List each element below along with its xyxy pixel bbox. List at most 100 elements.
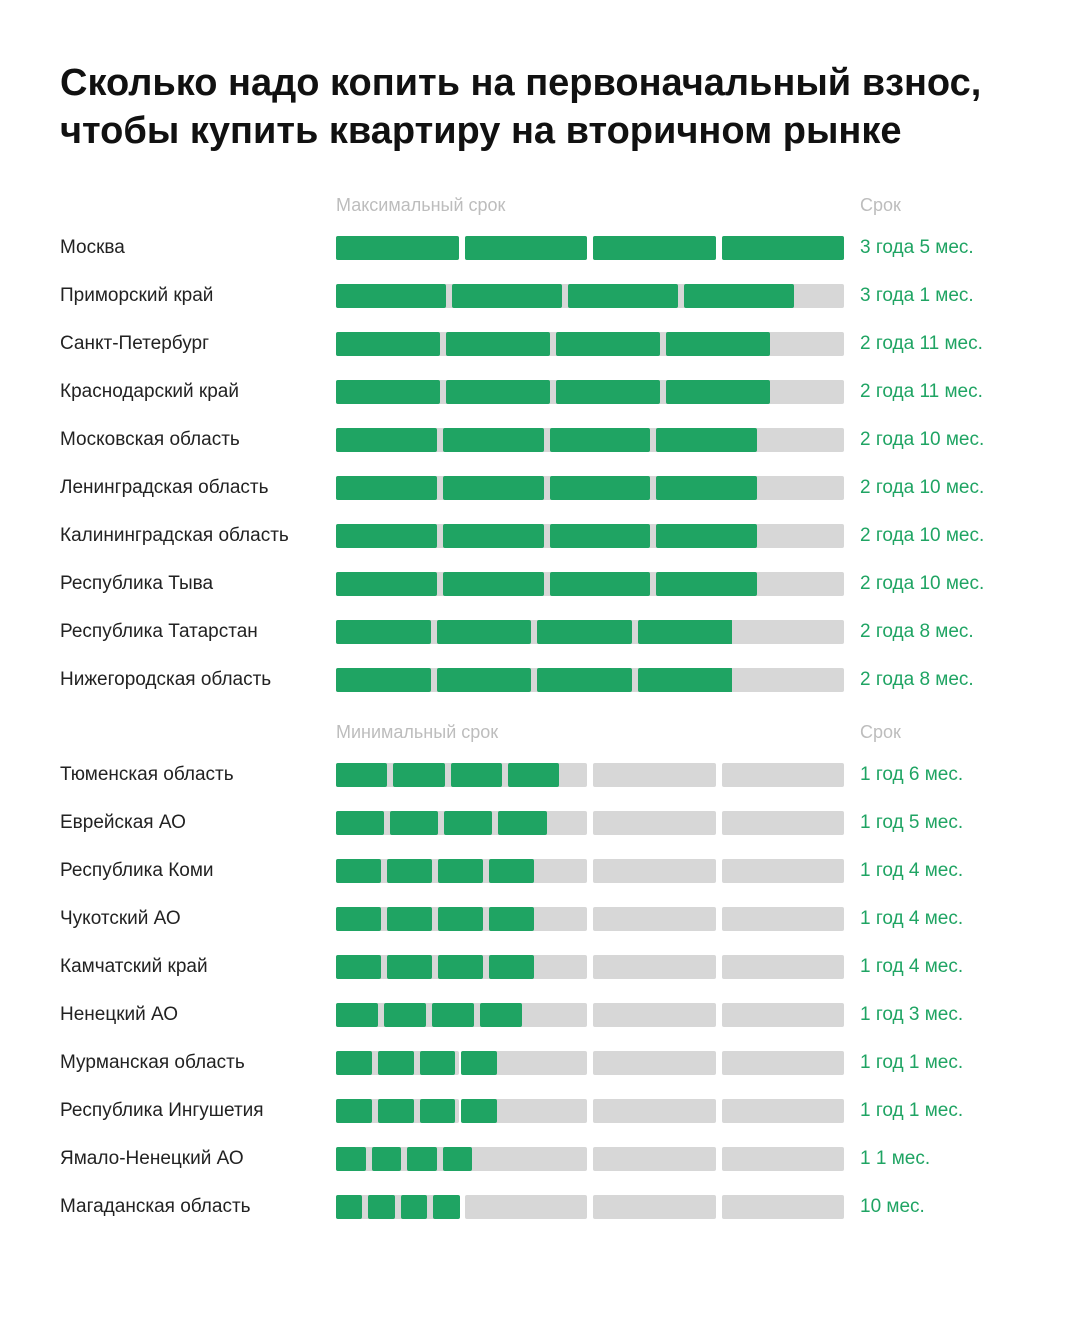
table-row: Ямало-Ненецкий АО1 1 мес.: [60, 1135, 1020, 1183]
bar-fill-segment: [638, 620, 733, 644]
bar-fill-segment: [461, 1099, 497, 1123]
bar-fill: [336, 236, 844, 260]
bar-cell: [336, 476, 844, 500]
bar-fill-segment: [336, 811, 384, 835]
bar-fill-segment: [438, 907, 483, 931]
region-label: Ненецкий АО: [60, 1004, 320, 1026]
bar-fill: [336, 524, 757, 548]
bar-fill: [336, 476, 757, 500]
bar-fill-segment: [451, 763, 502, 787]
bar-track-segment: [593, 907, 716, 931]
region-label: Санкт-Петербург: [60, 333, 320, 355]
bar-track-segment: [593, 811, 716, 835]
bar-track-segment: [722, 907, 845, 931]
bar-fill-segment: [336, 1195, 362, 1219]
bar-cell: [336, 284, 844, 308]
bar-fill-segment: [336, 620, 431, 644]
duration-value: 2 года 11 мес.: [860, 381, 1020, 403]
bar-fill: [336, 811, 547, 835]
bar-fill-segment: [387, 907, 432, 931]
duration-value: 2 года 11 мес.: [860, 333, 1020, 355]
bar-track-segment: [593, 955, 716, 979]
bar-track-segment: [722, 1051, 845, 1075]
region-label: Республика Тыва: [60, 573, 320, 595]
value-column-header: Срок: [860, 722, 1020, 743]
region-label: Ямало-Ненецкий АО: [60, 1148, 320, 1170]
bar-fill-segment: [537, 668, 632, 692]
bar-cell: [336, 1147, 844, 1171]
bar-fill-segment: [593, 236, 716, 260]
bar-fill-segment: [437, 668, 532, 692]
bar-fill-segment: [387, 955, 432, 979]
region-label: Москва: [60, 237, 320, 259]
bar-fill-segment: [401, 1195, 427, 1219]
bar-track-segment: [722, 859, 845, 883]
table-row: Санкт-Петербург 2 года 11 мес.: [60, 320, 1020, 368]
duration-value: 2 года 10 мес.: [860, 573, 1020, 595]
duration-value: 2 года 10 мес.: [860, 477, 1020, 499]
bar-fill-segment: [443, 524, 544, 548]
bar-cell: [336, 1003, 844, 1027]
duration-value: 2 года 10 мес.: [860, 429, 1020, 451]
duration-value: 1 год 4 мес.: [860, 860, 1020, 882]
bar-track-segment: [722, 620, 845, 644]
bar-fill-segment: [452, 284, 562, 308]
bar-fill-segment: [393, 763, 444, 787]
bar-track-segment: [593, 1195, 716, 1219]
region-label: Калининградская область: [60, 525, 320, 547]
bar-column-header: Максимальный срок: [336, 195, 844, 216]
table-row: Ненецкий АО 1 год 3 мес.: [60, 991, 1020, 1039]
bar-fill-segment: [336, 1003, 378, 1027]
bar-fill: [336, 907, 534, 931]
bar-fill: [336, 428, 757, 452]
bar-fill-segment: [443, 1147, 473, 1171]
bar-fill: [336, 572, 757, 596]
table-row: Республика Тыва 2 года 10 мес.: [60, 560, 1020, 608]
bar-fill: [336, 859, 534, 883]
bar-fill-segment: [336, 1051, 372, 1075]
bar-fill-segment: [550, 524, 651, 548]
section-header: Максимальный срокСрок: [60, 195, 1020, 216]
table-row: Республика Коми1 год 4 мес.: [60, 847, 1020, 895]
bar-fill-segment: [550, 572, 651, 596]
bar-cell: [336, 620, 844, 644]
bar-fill-segment: [336, 476, 437, 500]
bar-fill-segment: [437, 620, 532, 644]
table-row: Ленинградская область 2 года 10 мес.: [60, 464, 1020, 512]
table-row: Калининградская область2 года 10 мес.: [60, 512, 1020, 560]
bar-cell: [336, 763, 844, 787]
duration-value: 2 года 8 мес.: [860, 621, 1020, 643]
bar-fill-segment: [446, 332, 550, 356]
bar-track-segment: [465, 1195, 588, 1219]
region-label: Тюменская область: [60, 764, 320, 786]
bar-cell: [336, 955, 844, 979]
region-label: Магаданская область: [60, 1196, 320, 1218]
bar-fill-segment: [656, 524, 757, 548]
duration-value: 1 год 5 мес.: [860, 812, 1020, 834]
table-row: Еврейская АО1 год 5 мес.: [60, 799, 1020, 847]
duration-value: 1 год 6 мес.: [860, 764, 1020, 786]
bar-track-segment: [722, 1099, 845, 1123]
bar-fill: [336, 332, 770, 356]
bar-fill-segment: [508, 763, 559, 787]
bar-track-segment: [593, 1099, 716, 1123]
bar-fill-segment: [489, 955, 534, 979]
bar-track-segment: [722, 1147, 845, 1171]
duration-value: 2 года 8 мес.: [860, 669, 1020, 691]
bar-fill-segment: [550, 476, 651, 500]
bar-track-segment: [722, 668, 845, 692]
bar-fill-segment: [336, 763, 387, 787]
bar-fill-segment: [378, 1099, 414, 1123]
bar-cell: [336, 1051, 844, 1075]
duration-value: 1 год 3 мес.: [860, 1004, 1020, 1026]
bar-cell: [336, 668, 844, 692]
bar-fill: [336, 763, 559, 787]
duration-value: 1 год 4 мес.: [860, 908, 1020, 930]
region-label: Ленинградская область: [60, 477, 320, 499]
duration-value: 1 год 1 мес.: [860, 1100, 1020, 1122]
section-header: Минимальный срокСрок: [60, 722, 1020, 743]
bar-fill-segment: [336, 284, 446, 308]
bar-cell: [336, 572, 844, 596]
bar-fill-segment: [390, 811, 438, 835]
bar-cell: [336, 380, 844, 404]
